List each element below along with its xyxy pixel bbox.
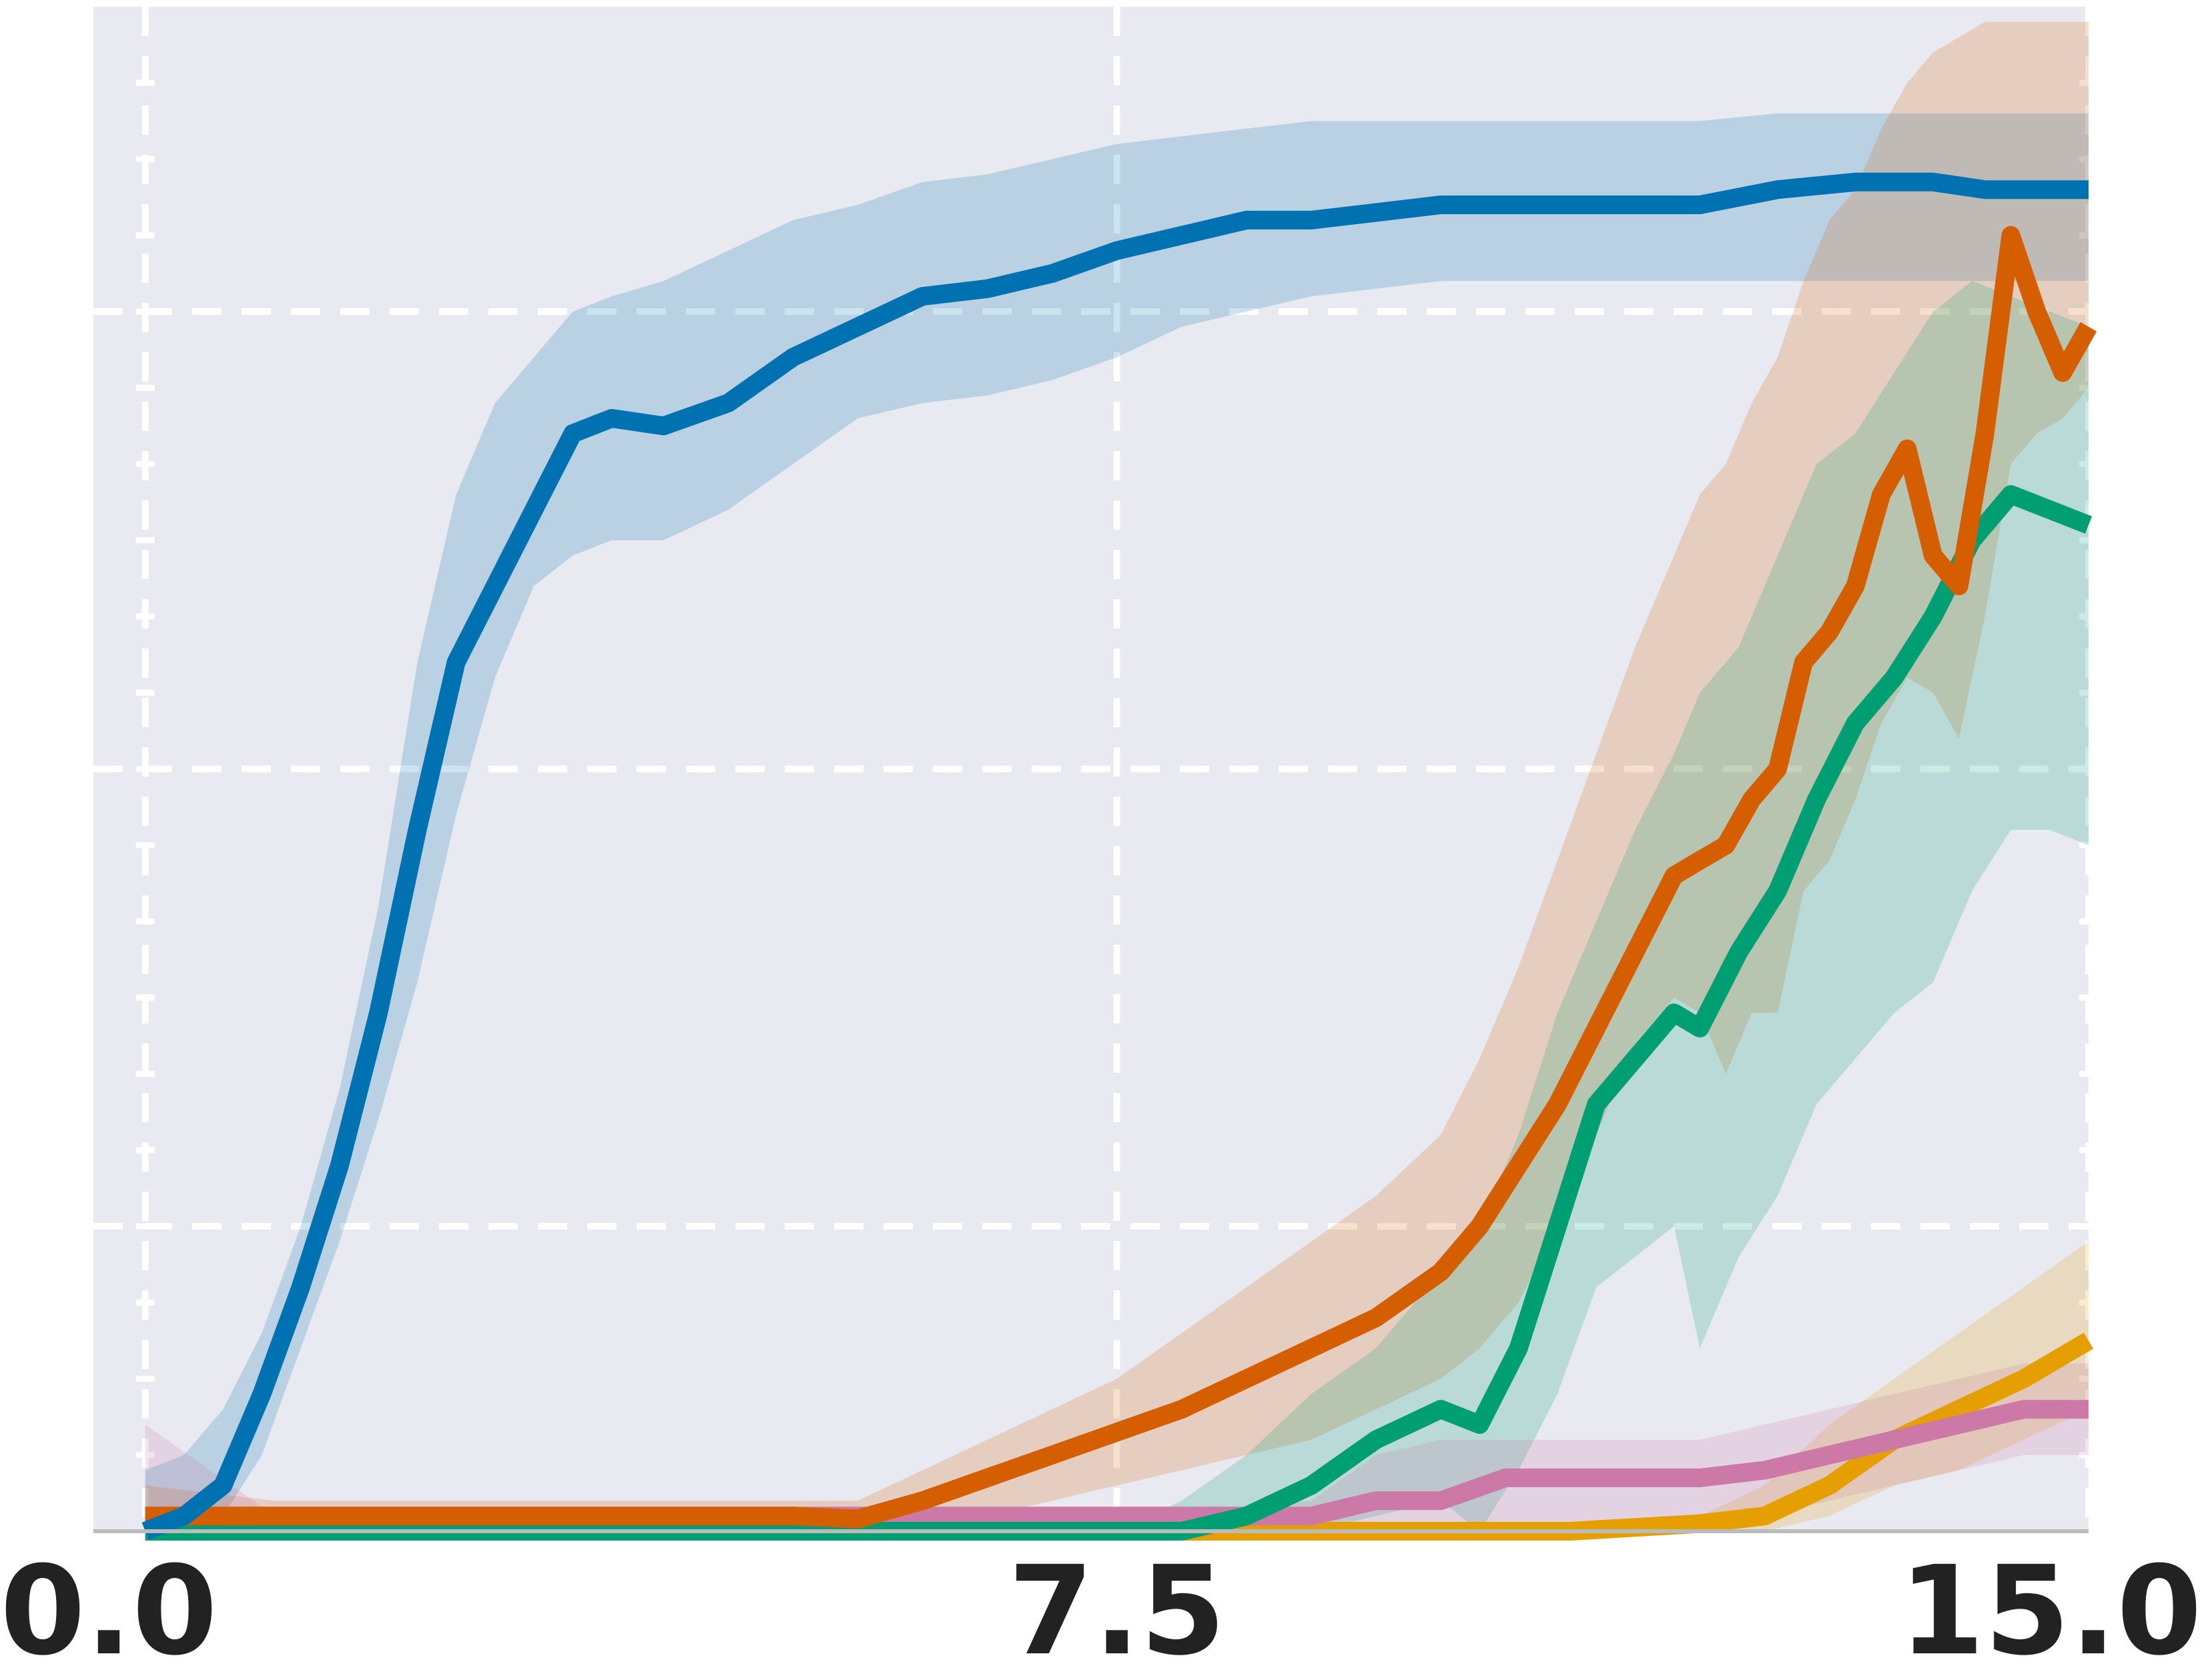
series-band-5 [145, 1363, 2089, 1531]
x-tick-label: 7.5 [1008, 1540, 1226, 1680]
grid-layer [93, 7, 2098, 1531]
series-band-1 [145, 113, 2089, 1532]
series-band-3 [145, 281, 2089, 1531]
x-tick-label-layer: 0.0 7.5 15.0 [0, 1540, 2202, 1680]
series-line-2 [145, 226, 2097, 1529]
series-line-1 [141, 172, 2089, 1541]
x-tick-label: 15.0 [1899, 1540, 2202, 1680]
x-tick-label: 0.0 [0, 1540, 218, 1680]
